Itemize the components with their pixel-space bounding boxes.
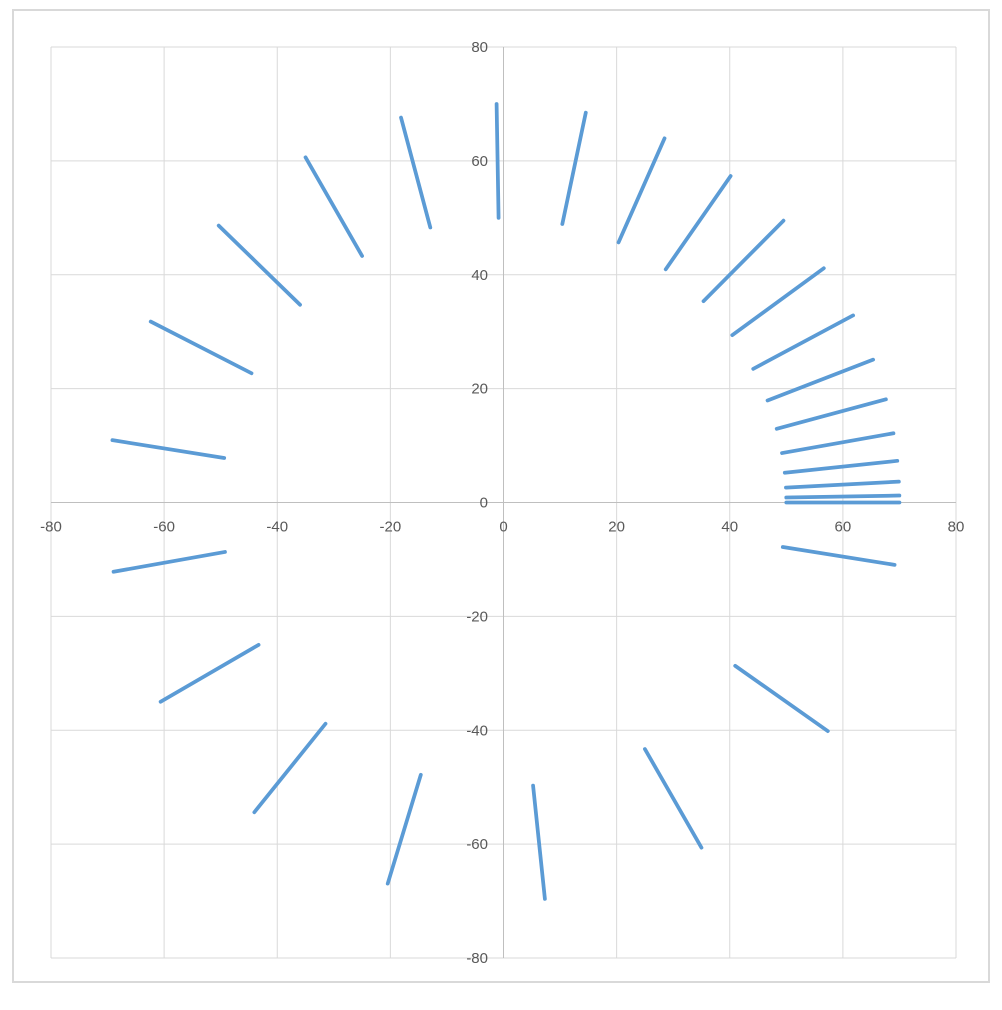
data-segment-351deg	[780, 545, 897, 567]
data-segment-55deg	[663, 174, 733, 272]
data-segment-153deg	[148, 319, 254, 376]
data-segment-253deg	[385, 772, 423, 886]
data-segment-3deg	[784, 479, 901, 490]
data-segment-66deg	[616, 136, 667, 245]
y-axis-tick-label: 60	[471, 153, 488, 170]
data-segment-231deg	[252, 721, 328, 815]
x-axis-tick-label: -60	[153, 519, 175, 536]
x-axis-tick-label: -40	[266, 519, 288, 536]
data-segment-105deg	[399, 115, 433, 230]
data-segment-325deg	[733, 663, 830, 733]
data-segment-171deg	[110, 438, 227, 460]
x-axis-tick-label: -80	[40, 519, 62, 536]
x-axis-tick-label: 60	[835, 519, 852, 536]
x-axis-tick-label: -20	[380, 519, 402, 536]
data-segment-276deg	[531, 783, 547, 901]
data-segment-21deg	[765, 357, 876, 403]
data-segment-45deg	[701, 218, 786, 304]
data-segment-91deg	[494, 102, 501, 220]
x-axis-tick-label: 0	[499, 519, 507, 536]
y-axis-tick-label: -60	[466, 836, 488, 853]
data-segment-136deg	[216, 223, 302, 307]
y-axis-tick-label: 0	[480, 495, 488, 512]
data-segment-210deg	[158, 642, 261, 704]
data-segment-10deg	[780, 431, 896, 455]
data-segment-36deg	[730, 266, 826, 338]
x-axis-tick-label: 80	[948, 519, 965, 536]
x-axis-tick-label: 40	[721, 519, 738, 536]
data-segment-6deg	[782, 458, 900, 475]
data-segment-15deg	[774, 397, 888, 431]
y-axis-tick-label: 40	[471, 267, 488, 284]
data-segment-28deg	[751, 313, 855, 371]
y-axis-tick-label: 20	[471, 381, 488, 398]
y-axis-tick-label: 80	[471, 39, 488, 56]
y-axis-tick-label: -40	[466, 722, 488, 739]
data-segment-1deg	[784, 493, 902, 500]
y-axis-tick-label: -20	[466, 608, 488, 625]
x-axis-tick-label: 20	[608, 519, 625, 536]
data-segment-190deg	[111, 550, 227, 574]
data-segment-78deg	[560, 110, 588, 226]
data-segment-120deg	[303, 155, 364, 258]
y-axis-tick-label: -80	[466, 950, 488, 967]
data-segment-300deg	[643, 747, 704, 850]
